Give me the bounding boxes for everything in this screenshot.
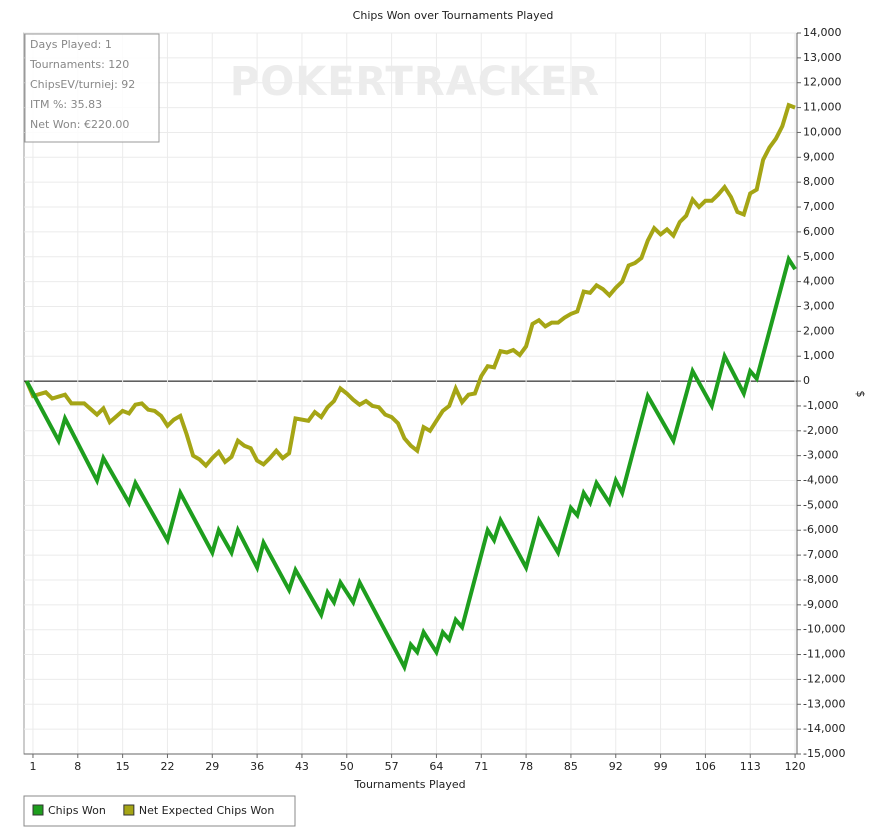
y-tick-label: 13,000 (803, 51, 842, 64)
x-axis-label: Tournaments Played (353, 778, 465, 791)
x-tick-label: 36 (250, 760, 264, 773)
y-tick-label: -11,000 (803, 648, 845, 661)
info-text: Tournaments: 120 (29, 58, 129, 71)
legend-frame (23, 795, 296, 827)
y-tick-label: 6,000 (803, 225, 835, 238)
x-tick-label: 64 (429, 760, 443, 773)
y-tick-label: 7,000 (803, 200, 835, 213)
x-tick-label: 15 (116, 760, 130, 773)
watermark: POKERTRACKER (230, 59, 600, 105)
x-tick-label: 22 (160, 760, 174, 773)
x-tick-label: 99 (654, 760, 668, 773)
x-tick-label: 50 (340, 760, 354, 773)
y-tick-label: 5,000 (803, 250, 835, 263)
y-tick-label: 0 (803, 374, 810, 387)
y-tick-label: 11,000 (803, 101, 842, 114)
legend-label: Chips Won (48, 804, 106, 817)
y-tick-label: 3,000 (803, 299, 835, 312)
y-tick-label: -9,000 (803, 598, 838, 611)
info-text: Days Played: 1 (30, 38, 112, 51)
y-tick-label: 2,000 (803, 324, 835, 337)
y-tick-label: -1,000 (803, 399, 838, 412)
info-box: Days Played: 1 Tournaments: 120 ChipsEV/tu… (24, 33, 160, 143)
y-tick-label: -8,000 (803, 573, 838, 586)
x-tick-label: 92 (609, 760, 623, 773)
y-axis-label: $ (854, 391, 867, 398)
y-tick-label: -7,000 (803, 548, 838, 561)
x-tick-label: 106 (695, 760, 716, 773)
x-tick-label: 29 (205, 760, 219, 773)
series-line (24, 102, 796, 469)
x-tick-label: 113 (740, 760, 761, 773)
y-tick-label: -4,000 (803, 474, 838, 487)
y-tick-label: 8,000 (803, 175, 835, 188)
y-tick-label: 10,000 (803, 125, 842, 138)
y-tick-label: -6,000 (803, 523, 838, 536)
x-tick-label: 57 (385, 760, 399, 773)
info-box-frame (24, 33, 160, 143)
x-tick-label: 85 (564, 760, 578, 773)
y-tick-label: -12,000 (803, 672, 845, 685)
chart-title: Chips Won over Tournaments Played (353, 9, 554, 22)
y-tick-label: 12,000 (803, 76, 842, 89)
y-tick-label: -15,000 (803, 747, 845, 760)
x-tick-label: 71 (474, 760, 488, 773)
x-tick-label: 78 (519, 760, 533, 773)
legend: Chips Won Net Expected Chips Won (23, 795, 296, 827)
info-text: ITM %: 35.83 (30, 98, 102, 111)
y-tick-label: -2,000 (803, 424, 838, 437)
x-tick-label: 43 (295, 760, 309, 773)
y-tick-label: 9,000 (803, 150, 835, 163)
series-line (24, 254, 797, 673)
legend-swatch (123, 804, 135, 816)
legend-label: Net Expected Chips Won (139, 804, 275, 817)
x-tick-label: 8 (74, 760, 81, 773)
x-tick-label: 120 (785, 760, 806, 773)
y-tick-label: 4,000 (803, 275, 835, 288)
y-tick-label: -10,000 (803, 623, 845, 636)
info-text: ChipsEV/turniej: 92 (30, 78, 135, 91)
y-tick-label: 1,000 (803, 349, 835, 362)
y-tick-label: 14,000 (803, 26, 842, 39)
legend-swatch (32, 804, 44, 816)
y-tick-label: -13,000 (803, 697, 845, 710)
info-text: Net Won: €220.00 (30, 118, 129, 131)
x-tick-label: 1 (29, 760, 36, 773)
y-tick-label: -14,000 (803, 722, 845, 735)
plot-area (23, 32, 798, 755)
y-tick-label: -5,000 (803, 498, 838, 511)
y-tick-label: -3,000 (803, 449, 838, 462)
